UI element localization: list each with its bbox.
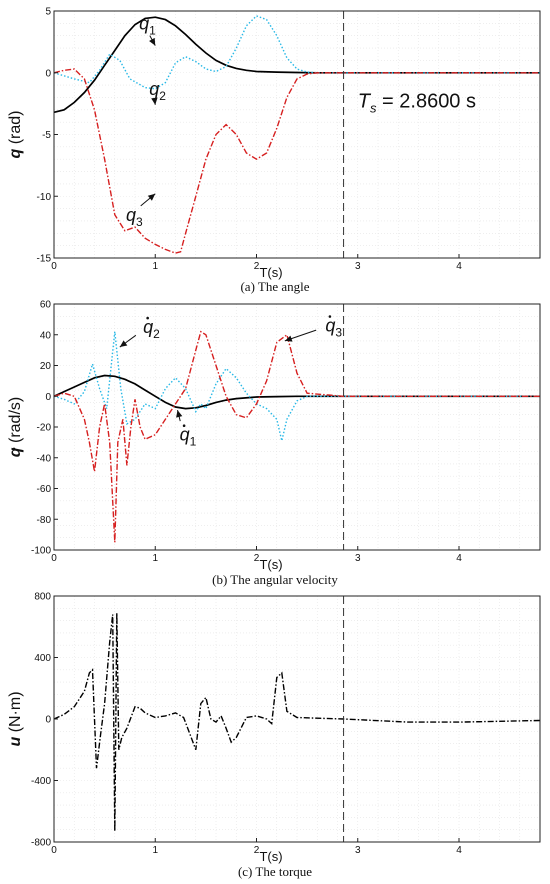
panel-b-y-axis-label: q (rad/s)	[7, 397, 24, 457]
caption-panel-c: (c) The torque	[237, 864, 313, 879]
panel-a-xtick-label: 3	[355, 261, 361, 272]
panel-b-y-axis-dot	[12, 447, 16, 451]
panel-b-series-label-3: q3	[325, 316, 342, 340]
panel-a-label-arrowhead-3	[147, 193, 156, 201]
panel-b-ytick-label: 40	[40, 330, 52, 341]
panel-a-y-axis-label: q (rad)	[7, 111, 24, 159]
panel-c-xtick-label: 2	[254, 845, 260, 856]
panel-a-ytick-label: -5	[42, 130, 51, 141]
panel-c-series-u-line	[53, 612, 541, 832]
panel-b-series-3-line	[53, 330, 540, 543]
panel-c-xtick-label: 3	[355, 845, 361, 856]
panel-b-series-label-1: q1	[180, 425, 197, 449]
panel-c-x-axis-label: T(s)	[259, 849, 282, 864]
panel-b-xtick-label: 1	[152, 553, 158, 564]
panel-b-series-2-line	[53, 331, 540, 441]
panel-b-label-arrowhead-1	[176, 410, 183, 418]
panel-c-ytick-label: 400	[34, 653, 51, 664]
panel-b-x-axis-label: T(s)	[259, 557, 282, 572]
panel-a-xtick-label: 4	[456, 261, 462, 272]
panel-b-xtick-label: 2	[254, 553, 260, 564]
panel-b-series-label-dot-3	[328, 315, 332, 318]
panel-c-xtick-label: 4	[456, 845, 462, 856]
panel-b-ytick-label: 60	[40, 300, 52, 311]
panel-b-xtick-label: 3	[355, 553, 361, 564]
panel-a-label-arrowhead-2	[151, 97, 158, 105]
panel-c-xtick-label: 0	[51, 845, 57, 856]
panel-a-ytick-label: -10	[37, 192, 52, 203]
panel-a-series-2-line	[53, 15, 540, 90]
panel-b-ytick-label: 20	[40, 361, 52, 372]
panel-a-series-1-line	[53, 16, 540, 114]
panel-a-xtick-label: 1	[152, 261, 158, 272]
panel-b-xtick-label: 0	[51, 553, 57, 564]
panel-c-ytick-label: -400	[31, 776, 51, 787]
panel-b-label-arrowhead-2	[119, 340, 128, 348]
panel-a-settling-time-text: Ts = 2.8600 s	[358, 90, 476, 115]
panel-b-ytick-label: -80	[37, 515, 52, 526]
panel-a-xtick-label: 2	[254, 261, 260, 272]
panel-b-ytick-label: -100	[31, 546, 51, 557]
panel-c-ytick-label: 0	[45, 715, 51, 726]
panel-c-xtick-label: 1	[152, 845, 158, 856]
panel-a-series-label-3: q3	[126, 205, 143, 229]
panel-b-ytick-label: 0	[45, 392, 51, 403]
panel-a-label-arrowhead-1	[149, 37, 156, 46]
panel-b-ytick-label: -20	[37, 423, 52, 434]
panel-c-ytick-label: 800	[34, 592, 51, 603]
panel-b-series-label-dot-1	[182, 424, 186, 427]
caption-panel-a: (a) The angle	[240, 279, 310, 294]
panel-b-xtick-label: 4	[456, 553, 462, 564]
panel-a-series-3-line	[53, 68, 540, 254]
panel-a-series-label-1: q1	[139, 13, 156, 37]
panel-b-ytick-label: -40	[37, 453, 52, 464]
panel-a-xtick-label: 0	[51, 261, 57, 272]
panel-b-ytick-label: -60	[37, 484, 52, 495]
caption-panel-b: (b) The angular velocity	[212, 572, 338, 587]
panel-b-series-1-line	[53, 374, 540, 410]
panel-a-x-axis-label: T(s)	[259, 265, 282, 280]
panel-a-ytick-label: 5	[45, 7, 51, 18]
panel-c-ytick-label: -800	[31, 838, 51, 849]
panel-a-ytick-label: -15	[37, 254, 52, 265]
panel-a-ytick-label: 0	[45, 68, 51, 79]
panel-b-series-label-2: q2	[143, 317, 160, 341]
panel-b-label-arrowhead-3	[284, 335, 293, 342]
panel-b-series-label-dot-2	[146, 316, 149, 320]
panel-a-series-label-2: q2	[149, 79, 166, 103]
panel-c-y-axis-label: u (N·m)	[7, 691, 24, 746]
